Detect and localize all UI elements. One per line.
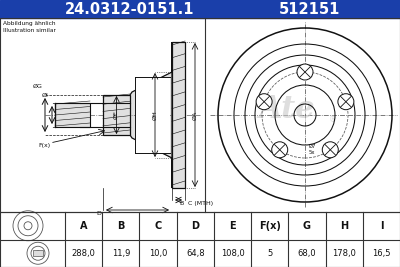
Bar — [172, 42, 185, 188]
Text: F(x): F(x) — [38, 143, 50, 147]
Text: ØA: ØA — [192, 110, 198, 120]
Text: 64,8: 64,8 — [186, 249, 204, 258]
Text: 5: 5 — [267, 249, 272, 258]
Text: ØI: ØI — [42, 93, 49, 98]
Circle shape — [256, 94, 272, 110]
Text: B: B — [117, 221, 124, 231]
Text: C: C — [154, 221, 162, 231]
Text: 108,0: 108,0 — [221, 249, 244, 258]
Bar — [0, 18, 400, 212]
Text: 24.0312-0151.1: 24.0312-0151.1 — [65, 2, 195, 17]
Bar — [103, 95, 130, 135]
Text: Illustration similar: Illustration similar — [3, 28, 56, 33]
Circle shape — [272, 142, 288, 158]
Text: Ø7: Ø7 — [309, 143, 316, 148]
Text: 512151: 512151 — [279, 2, 341, 17]
Bar — [0, 0, 400, 18]
Text: F(x): F(x) — [259, 221, 281, 231]
Text: G: G — [303, 221, 311, 231]
Polygon shape — [130, 42, 172, 188]
Text: ØH: ØH — [152, 110, 158, 120]
Text: E: E — [229, 221, 236, 231]
Text: ØE: ØE — [114, 111, 119, 119]
Text: 68,0: 68,0 — [298, 249, 316, 258]
Text: 288,0: 288,0 — [72, 249, 96, 258]
Bar — [55, 103, 90, 127]
Text: Abbildung ähnlich: Abbildung ähnlich — [3, 21, 56, 26]
Text: 16,5: 16,5 — [372, 249, 391, 258]
Circle shape — [338, 94, 354, 110]
Bar — [33, 250, 43, 256]
Text: I: I — [380, 221, 383, 231]
Circle shape — [297, 64, 313, 80]
Text: D: D — [96, 211, 101, 216]
Text: C (MTH): C (MTH) — [188, 201, 213, 206]
Polygon shape — [135, 77, 170, 153]
Text: 5x: 5x — [309, 150, 316, 155]
Circle shape — [322, 142, 338, 158]
Text: 11,9: 11,9 — [112, 249, 130, 258]
Text: ØG: ØG — [33, 84, 43, 89]
Text: B: B — [180, 201, 184, 206]
Text: A: A — [80, 221, 87, 231]
Text: D: D — [191, 221, 199, 231]
Text: 178,0: 178,0 — [332, 249, 356, 258]
Text: Ate: Ate — [259, 95, 315, 125]
Text: H: H — [340, 221, 348, 231]
Text: ®: ® — [329, 116, 337, 124]
Text: 10,0: 10,0 — [149, 249, 167, 258]
Bar — [0, 212, 400, 267]
